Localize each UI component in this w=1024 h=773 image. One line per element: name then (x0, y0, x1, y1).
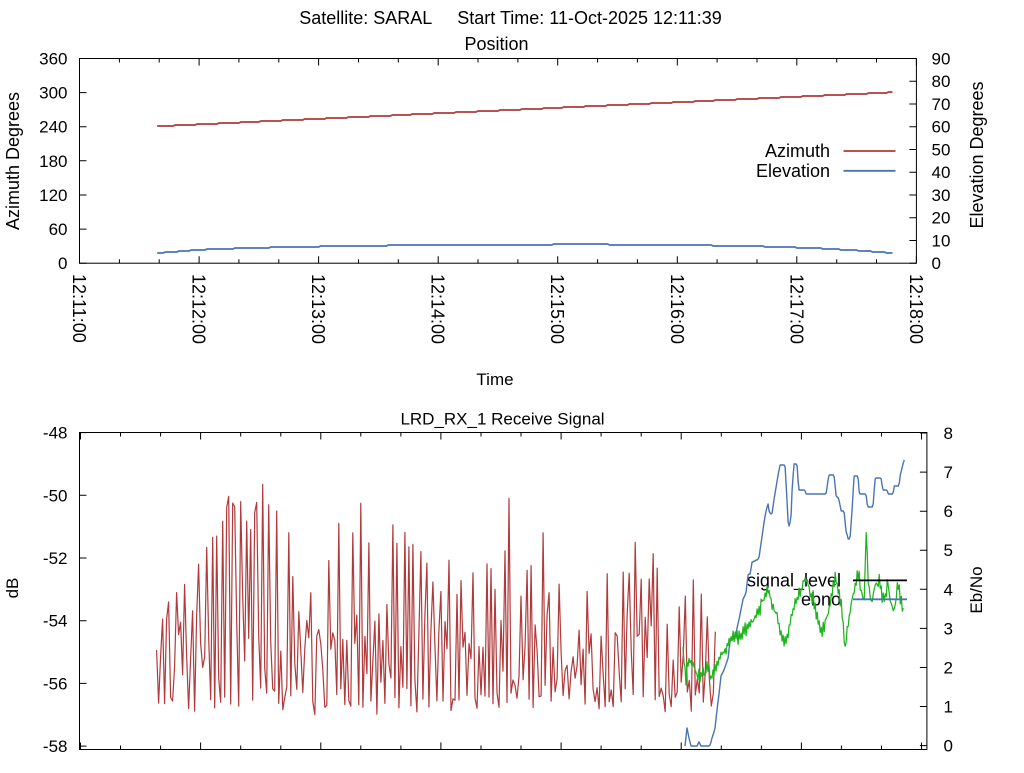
svg-text:-50: -50 (43, 486, 68, 505)
svg-text:12:17:00: 12:17:00 (786, 274, 806, 344)
svg-text:60: 60 (932, 118, 951, 137)
svg-text:360: 360 (39, 50, 67, 69)
svg-text:12:11:00: 12:11:00 (69, 274, 89, 343)
svg-text:5: 5 (944, 541, 953, 560)
svg-text:40: 40 (932, 163, 951, 182)
svg-text:signal_level: signal_level (747, 570, 841, 591)
svg-text:6: 6 (944, 502, 953, 521)
svg-text:-58: -58 (43, 737, 68, 756)
svg-text:90: 90 (932, 50, 951, 69)
svg-text:12:14:00: 12:14:00 (428, 274, 448, 344)
svg-text:Position: Position (464, 34, 528, 54)
svg-text:10: 10 (932, 232, 951, 251)
svg-text:2: 2 (944, 659, 953, 678)
svg-text:LRD_RX_1 Receive Signal: LRD_RX_1 Receive Signal (400, 410, 604, 429)
svg-text:30: 30 (932, 186, 951, 205)
svg-text:0: 0 (932, 254, 941, 273)
svg-text:12:18:00: 12:18:00 (906, 274, 926, 344)
svg-text:20: 20 (932, 209, 951, 228)
svg-text:120: 120 (39, 186, 67, 205)
svg-text:-48: -48 (43, 424, 68, 443)
svg-text:80: 80 (932, 72, 951, 91)
svg-text:12:16:00: 12:16:00 (667, 274, 687, 344)
svg-text:1: 1 (944, 698, 953, 717)
svg-text:8: 8 (944, 424, 953, 443)
svg-text:12:15:00: 12:15:00 (547, 274, 567, 344)
svg-text:0: 0 (58, 254, 67, 273)
svg-text:-56: -56 (43, 674, 68, 693)
svg-text:-54: -54 (43, 612, 68, 631)
svg-text:60: 60 (49, 220, 68, 239)
svg-text:Elevation: Elevation (756, 161, 830, 181)
svg-text:Time: Time (476, 370, 513, 389)
svg-text:ebno: ebno (801, 589, 841, 609)
svg-text:-52: -52 (43, 549, 68, 568)
svg-text:0: 0 (944, 737, 953, 756)
svg-text:Azimuth: Azimuth (765, 141, 830, 161)
svg-text:dB: dB (3, 578, 22, 599)
svg-text:300: 300 (39, 84, 67, 103)
svg-text:7: 7 (944, 463, 953, 482)
svg-text:Eb/No: Eb/No (967, 566, 986, 613)
svg-text:180: 180 (39, 152, 67, 171)
svg-text:Azimuth Degrees: Azimuth Degrees (3, 92, 23, 230)
svg-text:3: 3 (944, 619, 953, 638)
svg-text:Satellite: SARAL Start Tim: Satellite: SARAL Start Time: 11-Oct-2025… (299, 8, 722, 28)
svg-text:70: 70 (932, 95, 951, 114)
svg-text:12:12:00: 12:12:00 (189, 274, 209, 344)
svg-text:240: 240 (39, 118, 67, 137)
svg-text:12:13:00: 12:13:00 (308, 274, 328, 344)
svg-text:50: 50 (932, 141, 951, 160)
svg-text:4: 4 (944, 580, 953, 599)
svg-text:Elevation Degrees: Elevation Degrees (967, 81, 987, 228)
